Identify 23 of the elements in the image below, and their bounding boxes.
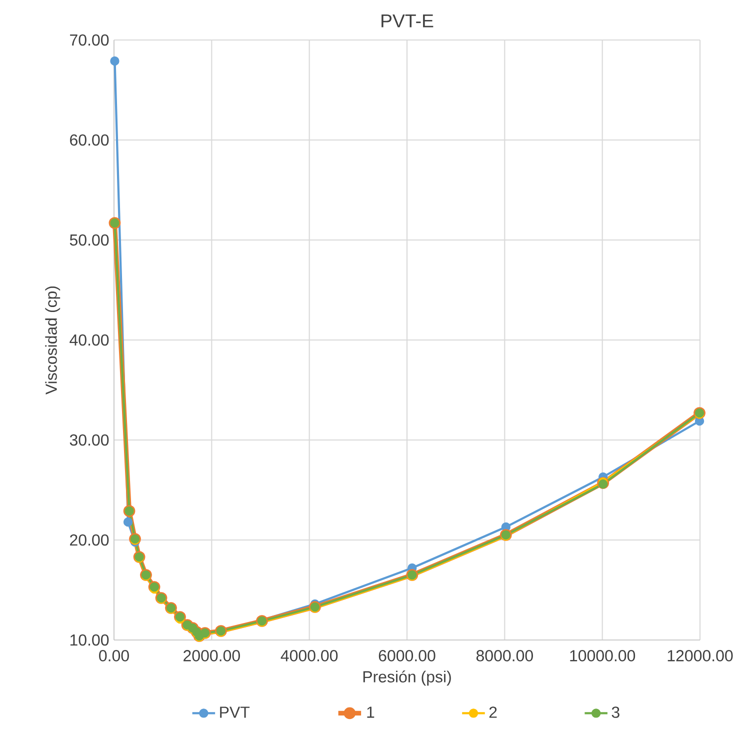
point: [110, 56, 120, 66]
legend-label: 3: [612, 706, 620, 718]
x-tick-label: 12000.00: [668, 650, 733, 662]
x-tick-label: 2000.00: [184, 650, 240, 662]
legend-label: 1: [367, 706, 374, 718]
x-tick-label: 6000.00: [378, 650, 436, 662]
y-axis-title: Viscosidad (cp): [45, 286, 60, 394]
y-tick-label: 20.00: [70, 534, 109, 546]
y-tick-label: 40.00: [70, 334, 109, 346]
y-tick-label: 70.00: [70, 34, 109, 46]
x-axis-title: Presión (psi): [363, 670, 451, 686]
x-tick-label: 10000.00: [570, 650, 636, 662]
x-tick-label: 8000.00: [476, 650, 533, 662]
y-tick-label: 50.00: [70, 234, 109, 246]
y-tick-label: 60.00: [70, 134, 109, 146]
legend-label: PVT: [220, 706, 250, 718]
point: [123, 517, 133, 527]
x-tick-label: 0.00: [99, 650, 129, 662]
y-tick-label: 30.00: [70, 434, 109, 446]
legend-label: 2: [489, 706, 497, 718]
x-tick-label: 4000.00: [280, 650, 338, 662]
y-tick-label: 10.00: [70, 634, 109, 646]
chart-title: PVT-E: [382, 14, 434, 28]
